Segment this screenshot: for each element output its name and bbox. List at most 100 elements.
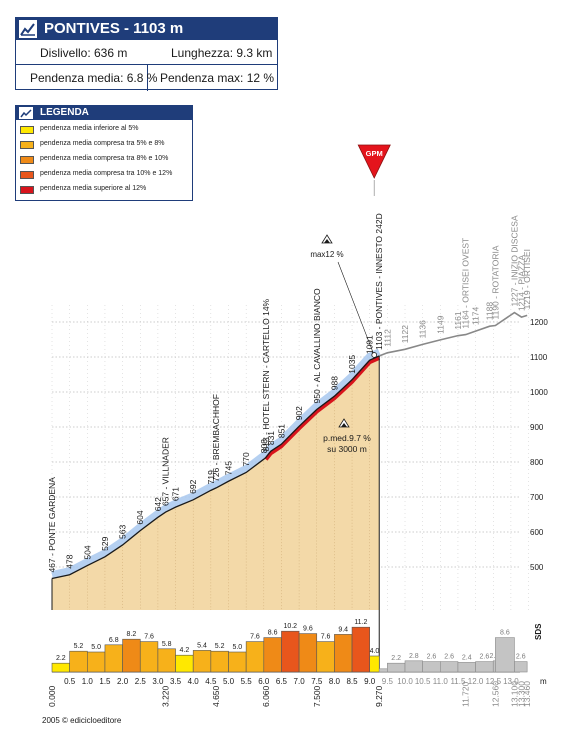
gradient-label: 7.6 bbox=[321, 634, 331, 641]
gradient-bar bbox=[316, 641, 335, 673]
gradient-bar bbox=[298, 633, 318, 673]
altitude-label: 831 bbox=[266, 431, 276, 445]
mountain-logo-icon bbox=[19, 107, 33, 119]
avg-gradient-icon bbox=[341, 423, 347, 427]
gradient-label: 6.8 bbox=[109, 637, 119, 644]
altitude-label: 1174 bbox=[471, 307, 481, 326]
avg-gradient-sublabel: su 3000 m bbox=[327, 444, 367, 454]
altitude-label: 563 bbox=[118, 524, 128, 538]
legend-swatch bbox=[20, 186, 34, 194]
legend-swatch bbox=[20, 126, 34, 134]
x-tick-label: 12.0 bbox=[468, 677, 484, 686]
legend-label: pendenza media compresa tra 10% e 12% bbox=[40, 170, 173, 177]
altitude-label: 1103 - PONTIVES - INNESTO 242D bbox=[374, 213, 384, 350]
descent-bar bbox=[439, 661, 459, 673]
steep-section bbox=[264, 356, 381, 461]
gradient-label: 5.2 bbox=[74, 643, 84, 650]
x-unit-label: m bbox=[540, 677, 547, 686]
x-tick-label: 4.0 bbox=[188, 677, 200, 686]
altitude-label: 988 bbox=[329, 376, 339, 390]
x-tick-label: 8.5 bbox=[346, 677, 358, 686]
copyright-text: 2005 © edicicloeditore bbox=[42, 716, 122, 725]
gradient-bar bbox=[175, 654, 194, 673]
gradient-label: 5.0 bbox=[232, 644, 242, 651]
legend-title-bar: LEGENDA bbox=[16, 106, 192, 120]
km-marker-label: 3.220 bbox=[161, 685, 171, 707]
x-tick-label: 9.0 bbox=[364, 677, 376, 686]
descent-gradient-label: 2.6 bbox=[444, 654, 454, 661]
descent-gradient-label: 2.8 bbox=[409, 653, 419, 660]
dislivello-stat: Dislivello: 636 m bbox=[40, 46, 128, 60]
legend-swatch bbox=[20, 171, 34, 179]
altitude-label: 1122 bbox=[400, 325, 410, 344]
climb-profile-line bbox=[51, 355, 380, 580]
x-tick-label: 10.5 bbox=[415, 677, 431, 686]
gradient-label: 5.0 bbox=[91, 644, 101, 651]
mountain-logo-icon bbox=[19, 20, 37, 38]
gradient-label: 8.6 bbox=[268, 630, 278, 637]
descent-gradient-label: 2.6 bbox=[427, 654, 437, 661]
x-tick-label: 7.0 bbox=[294, 677, 306, 686]
gradient-bar bbox=[228, 651, 247, 673]
x-tick-label: 10.0 bbox=[397, 677, 413, 686]
y-tick-label: 700 bbox=[530, 493, 544, 502]
y-tick-label: 1100 bbox=[530, 353, 548, 362]
descent-bar bbox=[457, 662, 476, 673]
gradient-label: 10.2 bbox=[283, 623, 297, 630]
altitude-label: 657 - VILLNADER bbox=[161, 437, 171, 506]
gradient-bar bbox=[369, 655, 380, 673]
x-tick-label: 2.0 bbox=[117, 677, 129, 686]
descent-profile-line bbox=[378, 311, 528, 357]
gradient-bar bbox=[87, 651, 106, 673]
legend-label: pendenza media inferiore al 5% bbox=[40, 125, 139, 132]
altitude-label: 692 bbox=[188, 479, 198, 493]
legend-item: pendenza media inferiore al 5% bbox=[20, 124, 192, 136]
legend-item: pendenza media superiore al 12% bbox=[20, 184, 192, 196]
divider bbox=[147, 64, 148, 91]
gradient-label: 11.2 bbox=[354, 619, 367, 626]
km-marker-label: 13.460 bbox=[522, 681, 532, 707]
pendenza-media-stat: Pendenza media: 6.8 % bbox=[30, 71, 158, 85]
descent-bar bbox=[475, 661, 494, 673]
altitude-label: 1035 bbox=[347, 355, 357, 374]
descent-gradient-label: 2.8 bbox=[489, 653, 499, 660]
km-marker-label: 12.560 bbox=[490, 681, 500, 707]
km-marker-label: 9.270 bbox=[374, 685, 384, 707]
climb-info-box: PONTIVES - 1103 m Dislivello: 636 m Lung… bbox=[15, 17, 278, 91]
legend-label: pendenza media compresa tra 8% e 10% bbox=[40, 155, 169, 162]
title-bar: PONTIVES - 1103 m bbox=[16, 18, 277, 40]
altitude-label: 902 bbox=[294, 406, 304, 420]
descent-bar bbox=[387, 662, 406, 673]
x-tick-label: 3.0 bbox=[152, 677, 164, 686]
gradient-label: 9.4 bbox=[338, 626, 348, 633]
km-marker-label: 0.000 bbox=[47, 685, 57, 707]
descent-gradient-label: 2.4 bbox=[462, 654, 472, 661]
max-gradient-icon bbox=[324, 239, 330, 243]
sds-label: SDS bbox=[534, 623, 543, 640]
descent-bar bbox=[404, 660, 423, 673]
max-gradient-label: max12 % bbox=[310, 250, 343, 259]
gradient-label: 8.2 bbox=[127, 631, 137, 638]
x-tick-label: 13.0 bbox=[503, 677, 519, 686]
x-tick-label: 3.5 bbox=[170, 677, 182, 686]
avg-gradient-label: p.med.9.7 % bbox=[323, 433, 371, 443]
gradient-bar bbox=[351, 626, 370, 673]
y-tick-label: 1000 bbox=[530, 388, 548, 397]
x-tick-label: 11.0 bbox=[433, 677, 449, 686]
gradient-bar bbox=[122, 638, 141, 673]
altitude-label: 851 bbox=[276, 424, 286, 438]
descent-bar bbox=[378, 668, 388, 673]
gradient-label: 7.6 bbox=[144, 634, 154, 641]
x-tick-label: 2.5 bbox=[135, 677, 147, 686]
km-marker-label: 7.500 bbox=[312, 685, 322, 707]
gradient-bar bbox=[104, 644, 123, 673]
lunghezza-stat: Lunghezza: 9.3 km bbox=[171, 46, 273, 60]
descent-gradient-label: 2.6 bbox=[480, 654, 490, 661]
gradient-bar bbox=[210, 650, 229, 673]
pendenza-max-stat: Pendenza max: 12 % bbox=[160, 71, 275, 85]
x-tick-label: 12.5 bbox=[485, 677, 501, 686]
legend-item: pendenza media compresa tra 8% e 10% bbox=[20, 154, 192, 166]
altitude-label: 719 bbox=[206, 470, 216, 484]
gradient-label: 5.2 bbox=[215, 643, 225, 650]
